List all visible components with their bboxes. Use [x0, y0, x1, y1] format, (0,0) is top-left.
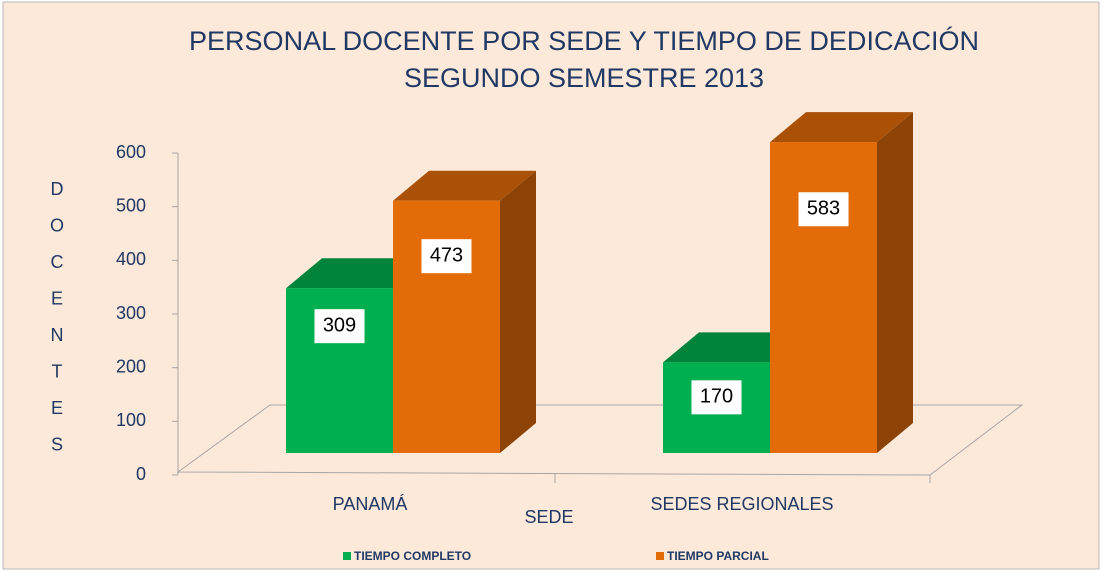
y-tick-label: 300	[116, 303, 146, 323]
legend-label: TIEMPO PARCIAL	[667, 549, 769, 563]
y-tick-label: 500	[116, 195, 146, 215]
y-tick-label: 0	[136, 464, 146, 484]
value-label: 309	[323, 314, 356, 336]
value-label: 583	[807, 198, 840, 220]
bar-side	[500, 170, 536, 453]
x-tick-label: PANAMÁ	[333, 494, 408, 514]
legend-swatch	[656, 552, 664, 560]
value-label-box	[691, 380, 742, 415]
bar-top	[770, 112, 913, 143]
y-tick-label: 100	[116, 410, 146, 430]
value-label-box	[798, 192, 849, 227]
y-tick-label: 600	[116, 142, 146, 162]
bar	[770, 142, 877, 454]
value-label-box	[314, 309, 365, 344]
x-axis-label: SEDE	[524, 507, 573, 527]
legend-swatch	[343, 552, 351, 560]
value-label: 170	[700, 386, 733, 408]
bar-top	[393, 170, 536, 201]
x-tick-label: SEDES REGIONALES	[650, 494, 833, 514]
chart-title: PERSONAL DOCENTE POR SEDE Y TIEMPO DE DE…	[189, 25, 979, 56]
y-tick-label: 200	[116, 356, 146, 376]
value-label-box	[421, 239, 472, 274]
bar-side	[877, 112, 913, 454]
chart-subtitle: SEGUNDO SEMESTRE 2013	[404, 63, 764, 93]
legend-label: TIEMPO COMPLETO	[354, 549, 471, 563]
value-label: 473	[430, 244, 463, 266]
y-tick-label: 400	[116, 249, 146, 269]
floor	[176, 404, 1024, 476]
bar	[393, 200, 500, 453]
